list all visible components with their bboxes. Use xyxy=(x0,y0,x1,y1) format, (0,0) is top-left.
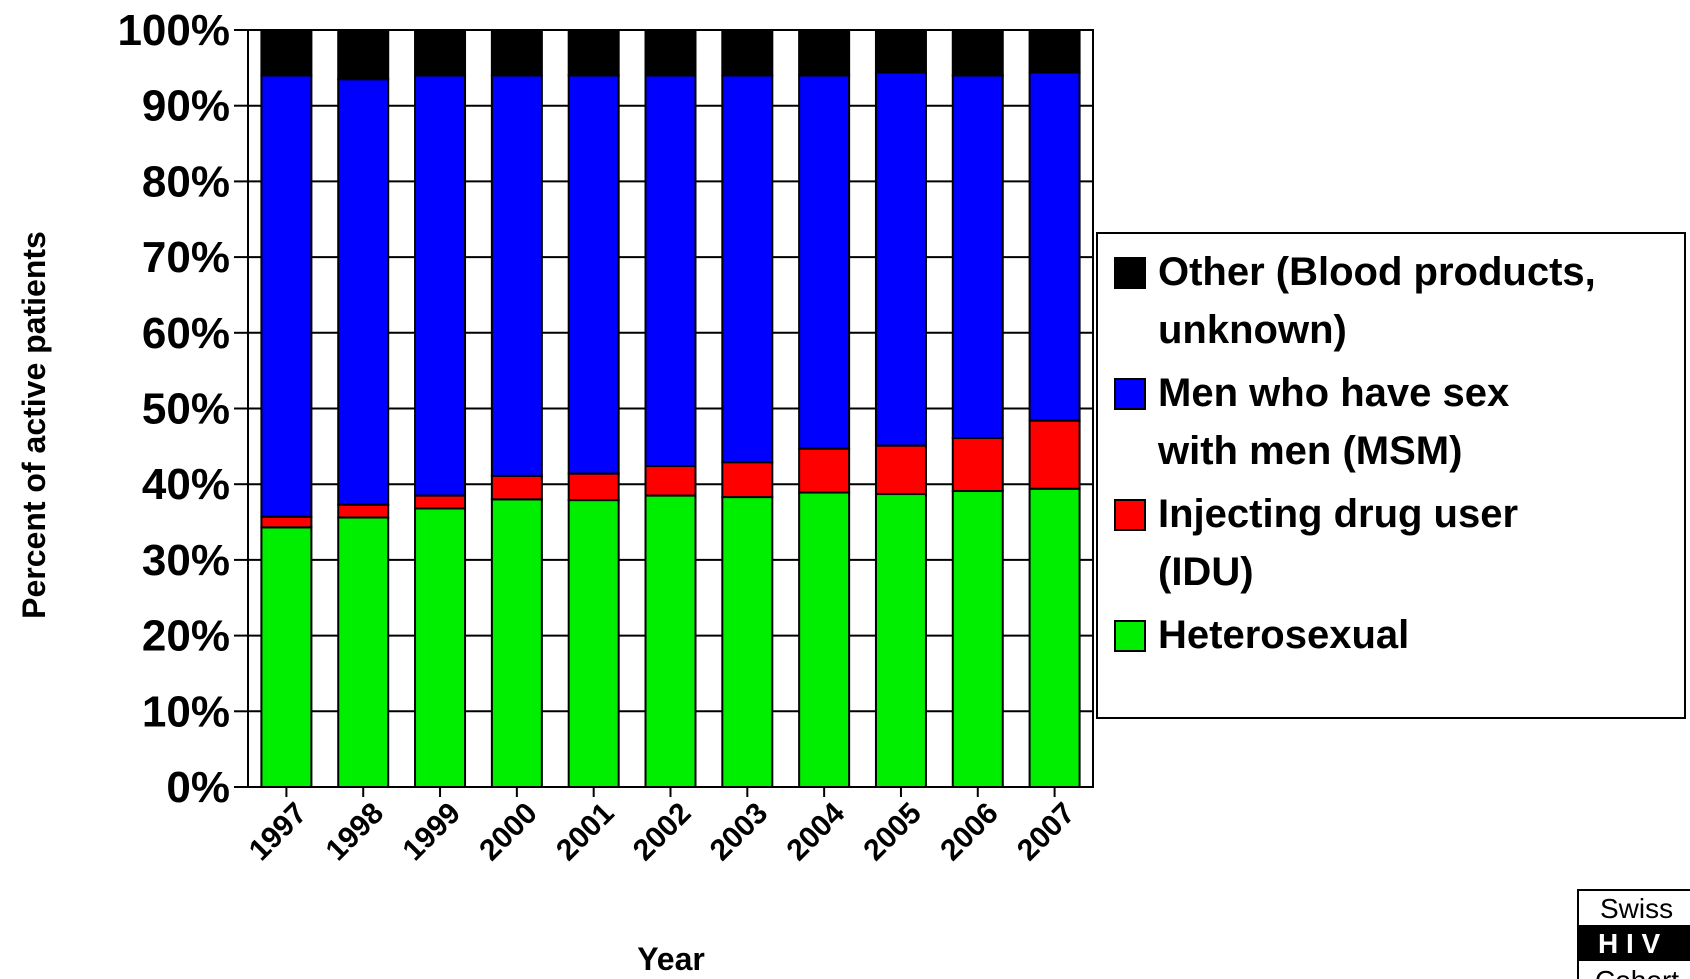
logo-line1: Swiss xyxy=(1600,893,1673,924)
legend-label: Injecting drug user xyxy=(1158,492,1518,536)
bar-segment-1999-injecting xyxy=(414,494,467,510)
bar-segment-2002-injecting xyxy=(644,465,697,497)
x-tick-label: 2001 xyxy=(550,797,621,868)
y-tick-label: 30% xyxy=(142,536,230,585)
bar-segment-2000-other xyxy=(490,29,543,77)
x-tick-label: 2000 xyxy=(473,797,544,868)
bar-segment-1998-heterosexual xyxy=(337,516,390,788)
x-tick-label: 1997 xyxy=(243,797,314,868)
y-axis-title: Percent of active patients xyxy=(16,231,52,619)
bar-segment-2006-other xyxy=(951,29,1004,77)
y-tick-label: 80% xyxy=(142,157,230,206)
legend-swatch xyxy=(1114,378,1146,410)
swiss-hiv-cohort-logo: Swiss H I V Cohort xyxy=(1577,889,1690,979)
logo-line2: H I V xyxy=(1598,928,1661,959)
logo-line3: Cohort xyxy=(1595,965,1679,979)
bar-segment-2003-heterosexual xyxy=(721,496,774,788)
bar-segment-2001-injecting xyxy=(567,472,620,502)
legend-label: (IDU) xyxy=(1158,550,1254,594)
legend-label: Men who have sex xyxy=(1158,371,1509,415)
bar-segment-1997-men xyxy=(260,74,313,518)
bar-segment-1999-other xyxy=(414,29,467,77)
y-tick-label: 20% xyxy=(142,612,230,661)
bar-segment-2005-injecting xyxy=(874,444,927,496)
x-tick-label: 1999 xyxy=(396,797,467,868)
bar-segment-2002-heterosexual xyxy=(644,494,697,788)
x-tick-label: 2005 xyxy=(857,797,928,868)
bar-segment-2004-heterosexual xyxy=(798,491,851,788)
y-tick-label: 10% xyxy=(142,687,230,736)
y-tick-label: 70% xyxy=(142,233,230,282)
bar-segment-2007-men xyxy=(1028,71,1081,422)
legend-box xyxy=(1096,232,1686,719)
bar-segment-1998-other xyxy=(337,29,390,81)
bar-segment-2001-men xyxy=(567,74,620,475)
bar-segment-2002-men xyxy=(644,74,697,468)
y-tick-label: 40% xyxy=(142,460,230,509)
bar-segment-2006-heterosexual xyxy=(951,490,1004,788)
bar-segment-2005-heterosexual xyxy=(874,493,927,788)
x-axis-title: Year xyxy=(637,941,705,977)
bar-segment-2005-men xyxy=(874,71,927,447)
bar-segment-2006-injecting xyxy=(951,437,1004,493)
bar-segment-1997-other xyxy=(260,29,313,77)
legend-swatch xyxy=(1114,499,1146,531)
x-axis-ticks: 1997 1998 1999 2000 2001 2002 2003 2004 2005 2006… xyxy=(243,787,1082,867)
bar-segment-2005-other xyxy=(874,29,927,74)
x-tick-label: 2002 xyxy=(627,797,698,868)
plot-area xyxy=(247,29,1094,788)
legend-label: Heterosexual xyxy=(1158,613,1409,657)
y-tick-label: 0% xyxy=(166,763,230,812)
y-tick-label: 90% xyxy=(142,82,230,131)
x-tick-label: 2003 xyxy=(704,797,775,868)
bar-segment-2002-other xyxy=(644,29,697,77)
bar-segment-1997-injecting xyxy=(260,515,313,529)
legend-label: unknown) xyxy=(1158,308,1347,352)
bar-segment-1997-heterosexual xyxy=(260,526,313,788)
legend-label: Other (Blood products, xyxy=(1158,250,1596,294)
bar-segment-1999-men xyxy=(414,74,467,497)
bar-segment-1999-heterosexual xyxy=(414,507,467,788)
legend-swatch xyxy=(1114,257,1146,289)
y-tick-label: 100% xyxy=(117,6,230,55)
bar-segment-2003-men xyxy=(721,74,774,464)
y-tick-label: 50% xyxy=(142,385,230,434)
bar-segment-2007-heterosexual xyxy=(1028,487,1081,788)
bar-segment-2003-injecting xyxy=(721,461,774,499)
bar-segment-1998-injecting xyxy=(337,503,390,519)
bar-segment-2000-men xyxy=(490,74,543,477)
legend-swatch xyxy=(1114,620,1146,652)
bar-segment-1998-men xyxy=(337,78,390,506)
legend: Other (Blood products, unknown) Men who ha… xyxy=(1096,232,1686,719)
y-tick-label: 60% xyxy=(142,309,230,358)
bar-segment-2001-heterosexual xyxy=(567,499,620,788)
bar-segment-2003-other xyxy=(721,29,774,77)
bar-segment-2004-other xyxy=(798,29,851,77)
x-tick-label: 2006 xyxy=(934,797,1005,868)
x-tick-label: 1998 xyxy=(320,797,391,868)
bar-segment-2007-injecting xyxy=(1028,419,1081,490)
y-axis-ticks: 0% 10% 20% 30% 40% 50% 60% 70% 80% 90% 100% xyxy=(117,6,248,812)
x-tick-label: 2004 xyxy=(781,796,852,867)
bar-segment-2001-other xyxy=(567,29,620,77)
bar-segment-2007-other xyxy=(1028,29,1081,74)
bar-segment-2006-men xyxy=(951,74,1004,440)
bar-segment-2000-injecting xyxy=(490,474,543,501)
legend-label: with men (MSM) xyxy=(1157,429,1462,473)
bar-segment-2004-men xyxy=(798,74,851,450)
bar-segment-2000-heterosexual xyxy=(490,498,543,788)
x-tick-label: 2007 xyxy=(1011,797,1082,868)
bar-segment-2004-injecting xyxy=(798,447,851,494)
